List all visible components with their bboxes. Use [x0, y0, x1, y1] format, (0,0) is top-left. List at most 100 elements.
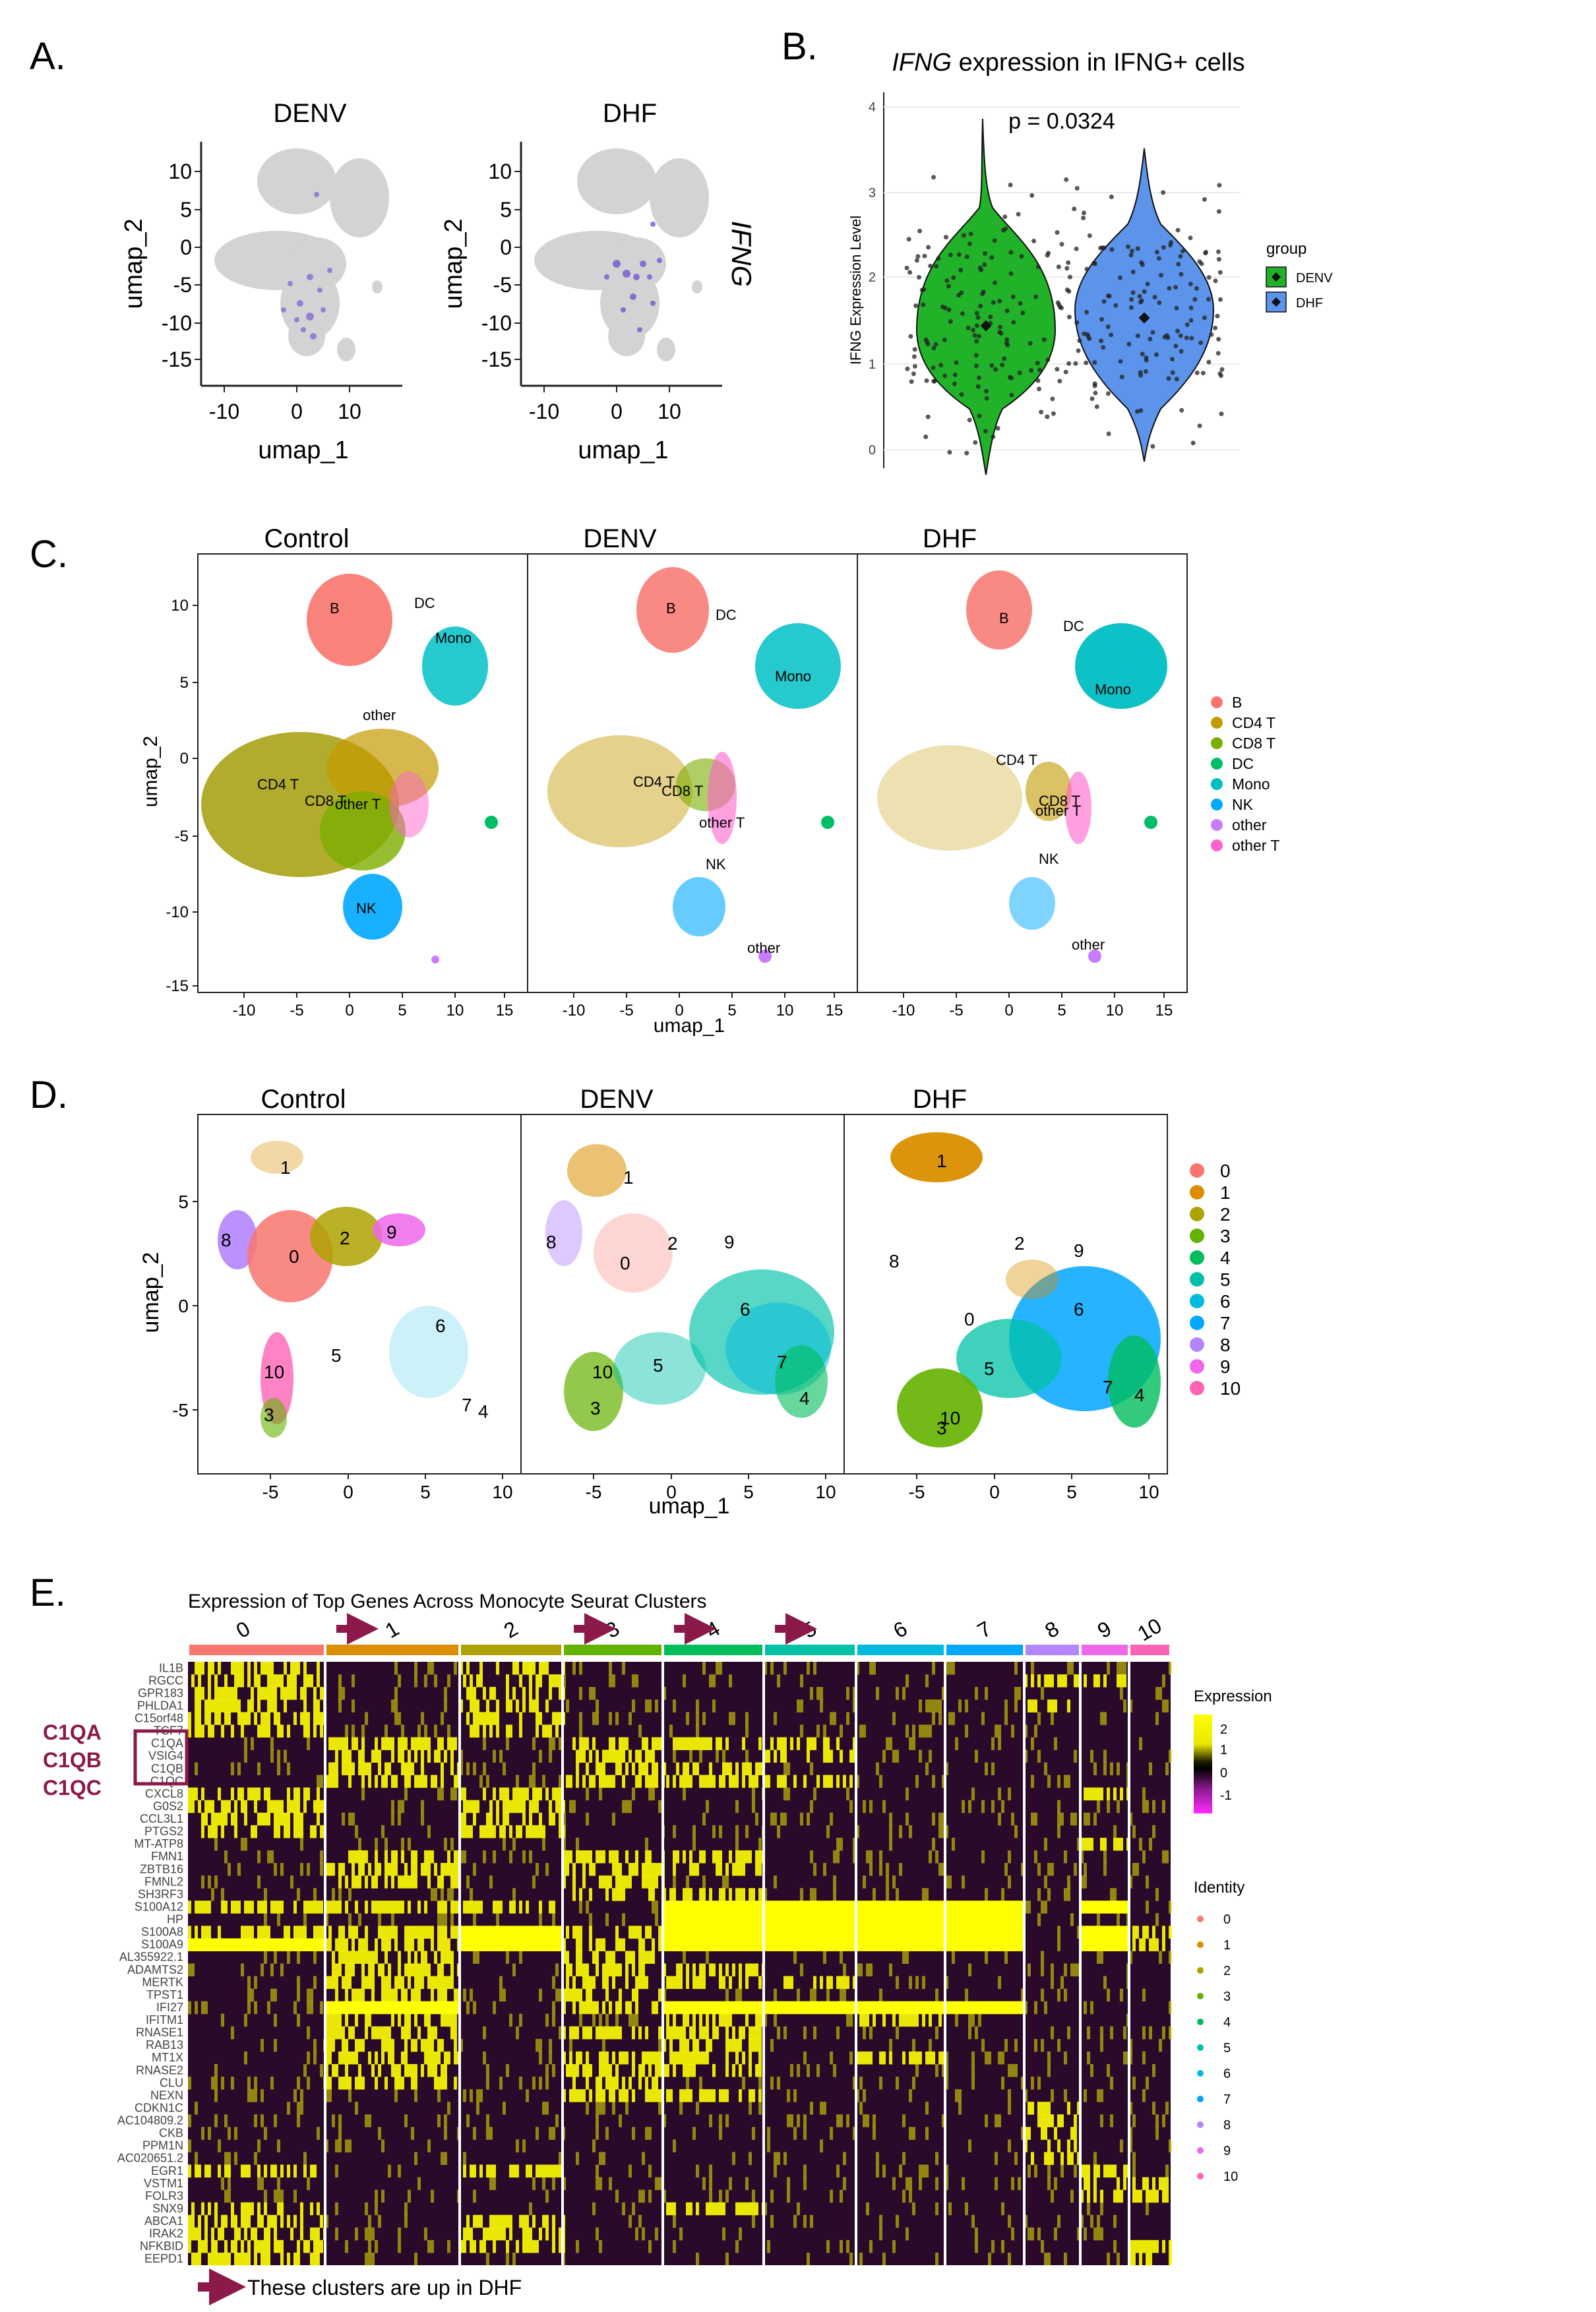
panel-d-cluster-label: 2: [667, 1233, 678, 1254]
panel-e-gene-label: IFI27: [156, 2001, 183, 2014]
panel-e: Expression of Top Genes Across Monocyte …: [43, 1591, 1272, 2305]
panel-c-ytick: 5: [180, 674, 189, 692]
panel-c-xtick: 10: [446, 1002, 464, 1019]
label-c-cd8-2: CD8 T: [661, 783, 703, 799]
panel-e-cluster-bar: [664, 1645, 762, 1655]
panel-e-gene-label: CKB: [159, 2127, 183, 2140]
panel-e-expression-tick: -1: [1220, 1788, 1232, 1803]
panel-d-legend-swatch: [1190, 1381, 1204, 1395]
panel-c-xtick: -10: [563, 1002, 586, 1019]
panel-e-identity-swatch: [1197, 1916, 1204, 1922]
panel-c-xtick: 0: [1004, 1002, 1013, 1019]
panel-c-ytick: -10: [166, 903, 189, 921]
label-c-cd4-1: CD4 T: [257, 776, 299, 793]
label-c-othert-3: other T: [1035, 803, 1081, 819]
panel-b-ytick: 0: [869, 443, 876, 458]
panel-e-identity-label: 0: [1223, 1912, 1231, 1927]
panel-e-identity-swatch: [1197, 1993, 1204, 1999]
panel-d-ylabel: umap_2: [138, 1252, 164, 1333]
panel-d-xtick: 5: [743, 1482, 754, 1502]
panel-c-legend-label: NK: [1232, 796, 1254, 813]
label-c-cd4-3: CD4 T: [996, 752, 1037, 768]
panel-b-legend-denv-label: DENV: [1296, 271, 1333, 286]
panel-d-legend-label: 6: [1220, 1291, 1231, 1312]
panel-e-expression-legend-title: Expression: [1194, 1688, 1272, 1705]
panel-e-gene-label: ADAMTS2: [127, 1963, 183, 1976]
panel-e-gene-label: MT1X: [152, 2051, 183, 2064]
panel-e-identity-label: 8: [1223, 2118, 1231, 2133]
panel-d-xlabel: umap_1: [649, 1494, 730, 1519]
panel-e-cluster-bar: [461, 1645, 561, 1655]
panel-d-xtick: 0: [989, 1482, 1000, 1502]
panel-b-title: IFNG expression in IFNG+ cells: [892, 49, 1244, 76]
panel-d-cluster-label: 10: [264, 1362, 284, 1382]
panel-e-identity-swatch: [1197, 2070, 1204, 2077]
panel-d-subtitle-dhf: DHF: [913, 1085, 967, 1114]
panel-b-ylabel: IFNG Expression Level: [847, 216, 864, 365]
panel-e-gene-label: PPM1N: [142, 2139, 183, 2152]
panel-a-ytick: -5: [493, 273, 512, 297]
panel-e-cluster-bar: [1130, 1645, 1169, 1655]
panel-e-cluster-bar: [564, 1645, 661, 1655]
panel-d-legend-label: 4: [1220, 1248, 1231, 1268]
panel-d-cluster-label: 8: [546, 1232, 557, 1252]
panel-b-violin-dhf: [1074, 148, 1215, 462]
panel-b-legend-dhf: DHF: [1266, 291, 1323, 313]
panel-e-footnote-text: These clusters are up in DHF: [247, 2276, 522, 2299]
panel-c-legend: B CD4 T CD8 T DC Mono NK other other T: [1211, 694, 1279, 854]
panel-e-gene-label: ABCA1: [144, 2214, 183, 2228]
panel-d-cluster-label: 3: [590, 1398, 601, 1418]
panel-d-cluster-label: 4: [478, 1401, 489, 1422]
panel-d-subtitle-denv: DENV: [580, 1085, 653, 1114]
panel-e-highlight-c1qb: C1QB: [43, 1748, 102, 1772]
panel-e-cluster-header: 2: [500, 1616, 522, 1643]
panel-b-title-gene: IFNG: [892, 49, 952, 76]
panel-e-gene-label: GPR183: [138, 1686, 183, 1699]
panel-c-ytick: -5: [175, 828, 189, 845]
panel-c-ytick: -15: [166, 977, 189, 995]
panel-e-gene-label: FMN1: [151, 1850, 183, 1863]
panel-d-legend-label: 0: [1220, 1161, 1231, 1181]
panel-c-subtitle-denv: DENV: [583, 524, 656, 553]
panel-e-gene-label: NEXN: [150, 2088, 183, 2102]
panel-e-cluster-headers: 0 1 2 3 4 5 6 7 8 9 10: [189, 1613, 1169, 1655]
panel-c-xtick: -5: [290, 1002, 303, 1019]
panel-d-cluster-label: 6: [1074, 1299, 1084, 1320]
panel-e-identity-label: 9: [1223, 2144, 1231, 2158]
label-c-other-1: other: [363, 707, 396, 723]
panel-a-ytick: -15: [162, 348, 192, 371]
panel-b-ytick: 1: [869, 357, 876, 372]
panel-d-legend-label: 5: [1220, 1269, 1231, 1290]
panel-c-umap-control: [201, 574, 498, 963]
panel-d-umap-denv: [545, 1144, 834, 1431]
panel-a-gene-label: IFNG: [726, 221, 757, 287]
panel-e-cluster-header: 0: [232, 1616, 254, 1643]
panel-d-xtick: 0: [666, 1482, 677, 1502]
panel-d-legend-label: 1: [1220, 1182, 1231, 1203]
panel-e-gene-label: FOLR3: [145, 2189, 183, 2203]
panel-e-expression-tick: 0: [1220, 1766, 1227, 1780]
panel-e-highlight-box: [133, 1729, 189, 1786]
panel-c-xtick: 15: [826, 1002, 844, 1019]
panel-d-frame: [197, 1114, 1168, 1475]
panel-c-cluster-labels: B DC Mono other CD4 T CD8 T other T NK B…: [257, 595, 1131, 956]
panel-a-subtitle-denv: DENV: [273, 99, 346, 128]
panel-d-subtitle-control: Control: [261, 1085, 346, 1114]
panel-c-xtick: 5: [1057, 1002, 1066, 1019]
panel-d-legend-label: 8: [1220, 1335, 1231, 1355]
panel-e-gene-label: RAB13: [146, 2038, 183, 2052]
panel-e-gene-label: S100A8: [141, 1926, 183, 1939]
panel-e-cluster-header: 5: [799, 1616, 820, 1643]
panel-e-gene-label: RNASE1: [136, 2026, 183, 2039]
panel-c-umap-dhf: [877, 570, 1167, 963]
panel-e-gene-label: CDKN1C: [135, 2101, 183, 2114]
panel-d-legend-swatch: [1190, 1185, 1204, 1200]
panel-d-ytick: 0: [178, 1296, 189, 1316]
panel-d-cluster-label: 6: [740, 1299, 751, 1320]
panel-e-gene-label: CCL3L1: [140, 1812, 183, 1825]
panel-a-xlabel-left: umap_1: [258, 437, 348, 464]
panel-d-umap-dhf: [890, 1132, 1161, 1447]
panel-d-cluster-label: 0: [620, 1253, 630, 1273]
label-c-nk-1: NK: [356, 900, 377, 917]
